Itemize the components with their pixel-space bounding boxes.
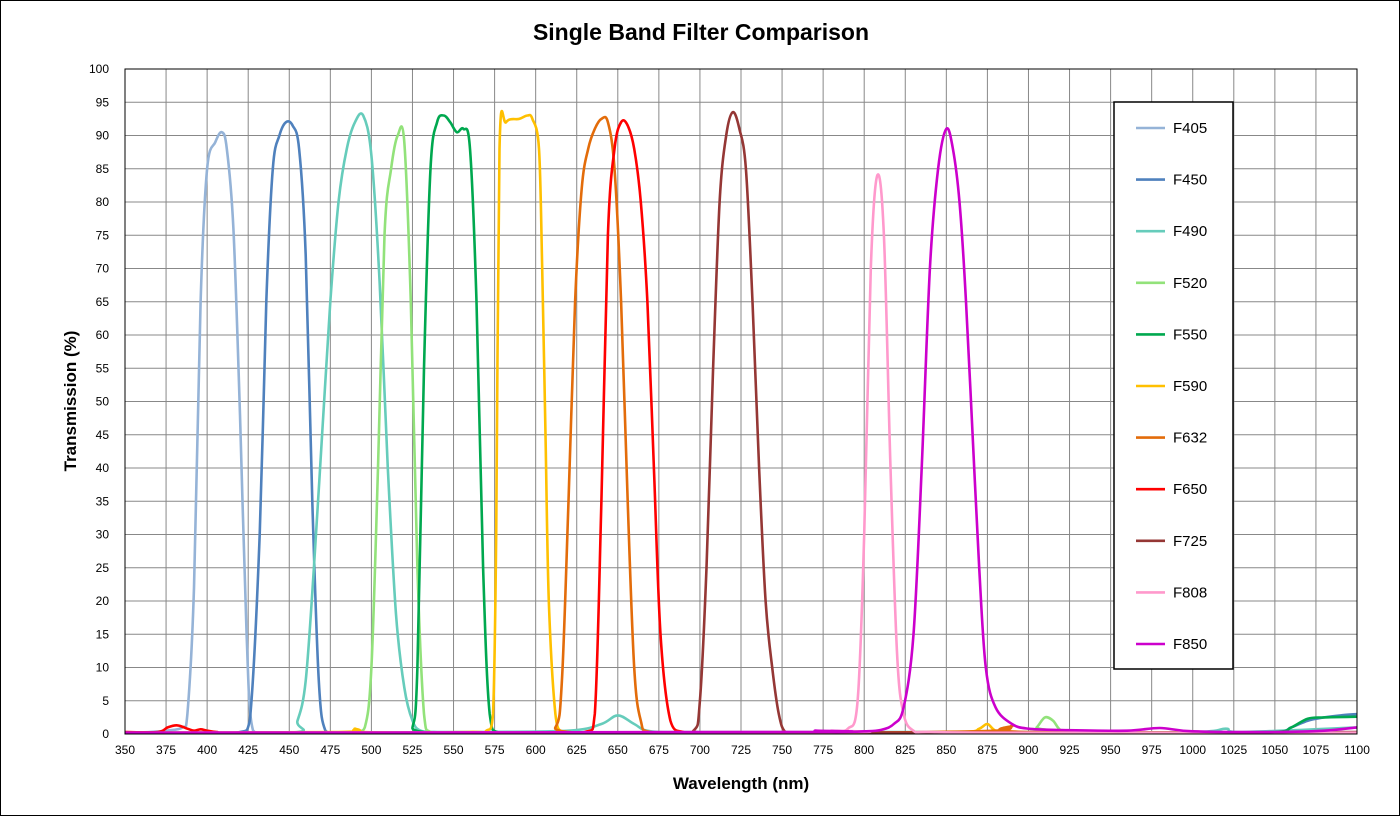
y-tick-label: 95 — [96, 95, 110, 109]
x-tick-label: 475 — [320, 743, 340, 757]
y-tick-label: 45 — [96, 428, 110, 442]
y-tick-label: 40 — [96, 461, 110, 475]
x-tick-label: 1075 — [1303, 743, 1330, 757]
x-tick-label: 375 — [156, 743, 176, 757]
x-tick-label: 1050 — [1262, 743, 1289, 757]
legend-label-f590: F590 — [1173, 378, 1207, 395]
legend-label-f550: F550 — [1173, 326, 1207, 343]
x-tick-label: 650 — [608, 743, 628, 757]
x-tick-label: 800 — [854, 743, 874, 757]
y-tick-label: 90 — [96, 129, 110, 143]
x-tick-label: 400 — [197, 743, 217, 757]
x-tick-label: 875 — [977, 743, 997, 757]
x-tick-label: 750 — [772, 743, 792, 757]
legend-box — [1113, 101, 1234, 670]
y-tick-label: 85 — [96, 162, 110, 176]
legend-label-f725: F725 — [1173, 533, 1207, 550]
y-tick-label: 50 — [96, 395, 110, 409]
y-tick-label: 25 — [96, 561, 110, 575]
x-tick-label: 450 — [279, 743, 299, 757]
x-tick-label: 950 — [1101, 743, 1121, 757]
x-axis-label: Wavelength (nm) — [673, 774, 809, 793]
x-tick-label: 1000 — [1179, 743, 1206, 757]
y-tick-labels: 0 5 10 15 20 25 30 35 40 45 50 55 60 65 70 75 80 85 90 95 10… — [89, 62, 109, 741]
y-tick-label: 60 — [96, 328, 110, 342]
x-tick-label: 1025 — [1220, 743, 1247, 757]
y-tick-label: 10 — [96, 661, 110, 675]
y-tick-label: 75 — [96, 228, 110, 242]
legend-label-f520: F520 — [1173, 275, 1207, 292]
x-tick-label: 725 — [731, 743, 751, 757]
x-tick-label: 600 — [526, 743, 546, 757]
x-tick-label: 500 — [361, 743, 381, 757]
series-layer — [124, 109, 1358, 735]
x-tick-label: 575 — [485, 743, 505, 757]
x-tick-labels: 350 375 400 425 450 475 500 525 550 575 600 625 650 6… — [115, 743, 1370, 757]
y-tick-label: 5 — [102, 694, 109, 708]
x-tick-label: 700 — [690, 743, 710, 757]
y-tick-label: 70 — [96, 262, 110, 276]
x-tick-label: 1100 — [1344, 743, 1370, 757]
legend-label-f405: F405 — [1173, 120, 1207, 137]
x-tick-label: 525 — [402, 743, 422, 757]
x-tick-label: 775 — [813, 743, 833, 757]
legend-label-f490: F490 — [1173, 223, 1207, 240]
y-tick-label: 55 — [96, 361, 110, 375]
y-tick-label: 0 — [102, 727, 109, 741]
chart-title: Single Band Filter Comparison — [533, 19, 869, 45]
x-tick-label: 825 — [895, 743, 915, 757]
y-tick-label: 80 — [96, 195, 110, 209]
x-tick-label: 675 — [649, 743, 669, 757]
y-tick-label: 65 — [96, 295, 110, 309]
x-tick-label: 925 — [1060, 743, 1080, 757]
y-tick-label: 35 — [96, 494, 110, 508]
plot-area-border — [124, 68, 1358, 735]
legend-label-f632: F632 — [1173, 430, 1207, 447]
y-tick-label: 20 — [96, 594, 110, 608]
y-axis-label: Transmission (%) — [61, 331, 80, 472]
y-tick-label: 15 — [96, 627, 110, 641]
y-tick-label: 100 — [89, 62, 109, 76]
x-tick-label: 975 — [1142, 743, 1162, 757]
series-line-f850 — [124, 126, 1358, 734]
legend-label-f808: F808 — [1173, 584, 1207, 601]
x-tick-label: 625 — [567, 743, 587, 757]
legend: F405 F450 F490 F520 F550 F590 F632 F650 F725 F808… — [1113, 101, 1234, 670]
legend-label-f650: F650 — [1173, 481, 1207, 498]
y-tick-label: 30 — [96, 528, 110, 542]
series-line-f650 — [124, 119, 1358, 735]
x-tick-label: 350 — [115, 743, 135, 757]
x-tick-label: 850 — [936, 743, 956, 757]
legend-label-f450: F450 — [1173, 172, 1207, 189]
x-tick-label: 550 — [444, 743, 464, 757]
legend-label-f850: F850 — [1173, 636, 1207, 653]
x-tick-label: 425 — [238, 743, 258, 757]
x-tick-label: 900 — [1018, 743, 1038, 757]
